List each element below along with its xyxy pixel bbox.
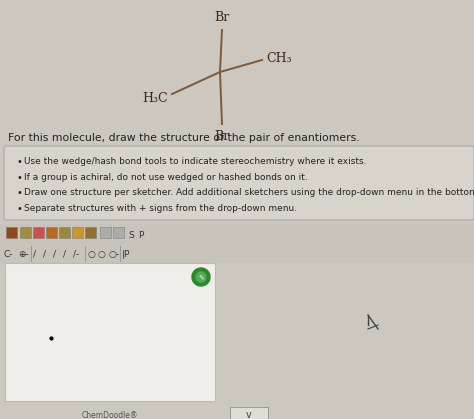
Text: For this molecule, draw the structure of the pair of enantiomers.: For this molecule, draw the structure of… bbox=[8, 133, 360, 143]
Bar bbox=[0, 224, 474, 244]
Bar bbox=[72, 227, 83, 238]
Text: •: • bbox=[16, 188, 22, 198]
Text: CH₃: CH₃ bbox=[266, 52, 292, 65]
Text: Draw one structure per sketcher. Add additional sketchers using the drop-down me: Draw one structure per sketcher. Add add… bbox=[24, 188, 474, 197]
FancyBboxPatch shape bbox=[4, 146, 474, 220]
Text: •: • bbox=[16, 157, 22, 167]
Text: C-: C- bbox=[4, 249, 13, 259]
Bar bbox=[6, 227, 17, 238]
Bar bbox=[20, 227, 31, 238]
Text: ✎: ✎ bbox=[198, 274, 204, 280]
Text: v: v bbox=[246, 410, 252, 419]
Text: •: • bbox=[16, 173, 22, 183]
Text: Separate structures with + signs from the drop-down menu.: Separate structures with + signs from th… bbox=[24, 204, 297, 212]
Text: S: S bbox=[128, 230, 134, 240]
Text: ChemDoodle®: ChemDoodle® bbox=[82, 411, 138, 419]
Bar bbox=[0, 244, 474, 263]
Bar bbox=[46, 227, 57, 238]
Text: •: • bbox=[16, 204, 22, 214]
Text: H₃C: H₃C bbox=[142, 91, 168, 104]
Bar bbox=[5, 263, 215, 401]
Text: /: / bbox=[33, 249, 36, 259]
Bar bbox=[100, 227, 111, 238]
Polygon shape bbox=[192, 268, 210, 286]
Bar bbox=[59, 227, 70, 238]
Text: |P: |P bbox=[122, 249, 130, 259]
Polygon shape bbox=[196, 272, 206, 282]
Text: /: / bbox=[63, 249, 66, 259]
Text: ○-: ○- bbox=[109, 249, 120, 259]
Text: If a group is achiral, do not use wedged or hashed bonds on it.: If a group is achiral, do not use wedged… bbox=[24, 173, 308, 181]
Text: ○: ○ bbox=[98, 249, 106, 259]
Text: Br: Br bbox=[214, 130, 229, 143]
Text: /: / bbox=[43, 249, 46, 259]
Text: Use the wedge/hash bond tools to indicate stereochemistry where it exists.: Use the wedge/hash bond tools to indicat… bbox=[24, 157, 366, 166]
Text: Br: Br bbox=[214, 11, 229, 24]
Bar bbox=[113, 227, 124, 238]
Text: P: P bbox=[138, 230, 143, 240]
Text: ○: ○ bbox=[88, 249, 96, 259]
Bar bbox=[85, 227, 96, 238]
Bar bbox=[230, 407, 268, 419]
Text: /-: /- bbox=[73, 249, 79, 259]
Bar bbox=[33, 227, 44, 238]
Text: /: / bbox=[53, 249, 56, 259]
Text: ⊕-: ⊕- bbox=[18, 249, 29, 259]
